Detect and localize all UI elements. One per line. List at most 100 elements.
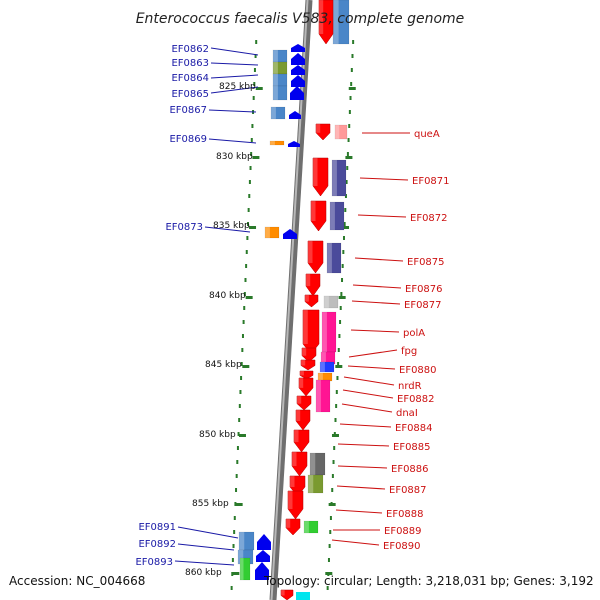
- outer-tick-mark: [342, 226, 350, 229]
- tick-label-860: 860 kbp: [185, 568, 222, 578]
- gene-label-ef0864[interactable]: EF0864: [171, 73, 209, 84]
- gene-label-ef0893[interactable]: EF0893: [135, 557, 173, 568]
- inner-guide-dot: [243, 292, 246, 296]
- gene-block-ef0873-shade: [265, 227, 270, 238]
- gene-label-fpg[interactable]: fpg: [401, 346, 417, 357]
- right-leader-line: [357, 214, 407, 218]
- outer-guide-dot: [326, 586, 329, 590]
- gene-block-ef0886-shade: [310, 453, 316, 475]
- gene-block-ef0869: [269, 140, 285, 146]
- outer-tick-mark: [345, 156, 353, 159]
- outer-guide-dot: [343, 222, 346, 226]
- tick-label-835: 835 kbp: [213, 221, 250, 231]
- gene-label-ef0867[interactable]: EF0867: [169, 105, 207, 116]
- inner-guide-dot: [231, 558, 234, 562]
- gene-label-ef0877[interactable]: EF0877: [404, 300, 442, 311]
- inner-guide-dot: [248, 194, 251, 198]
- inner-guide-dot: [250, 152, 253, 156]
- forward-gene-arrow: [299, 370, 314, 380]
- gene-label-quea[interactable]: queA: [414, 129, 440, 140]
- forward-gene-arrow: [310, 200, 327, 232]
- right-leader-line: [347, 365, 396, 370]
- outer-guide-dot: [352, 40, 355, 44]
- right-leader-line: [351, 300, 401, 305]
- forward-gene-arrow: [295, 409, 311, 431]
- inner-guide-dot: [238, 418, 241, 422]
- forward-gene-arrow: [287, 490, 304, 520]
- tick-mark: [238, 434, 246, 437]
- gene-label-pola[interactable]: polA: [403, 328, 425, 339]
- gene-block-ef0887: [307, 474, 324, 494]
- gene-label-ef0884[interactable]: EF0884: [395, 423, 433, 434]
- gene-label-nrdr[interactable]: nrdR: [398, 381, 422, 392]
- inner-guide-dot: [240, 362, 243, 366]
- inner-guide-dot: [252, 96, 255, 100]
- gene-label-ef0875[interactable]: EF0875: [407, 257, 445, 268]
- outer-guide-dot: [346, 152, 349, 156]
- outer-guide-dot: [339, 306, 342, 310]
- right-leader-line: [331, 539, 380, 546]
- forward-gene-arrow-shade: [290, 476, 295, 487]
- gene-label-ef0889[interactable]: EF0889: [384, 526, 422, 537]
- gene-label-ef0891[interactable]: EF0891: [138, 522, 176, 533]
- forward-gene-arrow-shade: [302, 348, 307, 356]
- inner-guide-dot: [253, 68, 256, 72]
- gene-block-ef0880-shade: [320, 362, 325, 372]
- inner-guide-dot: [247, 222, 250, 226]
- gene-block-ef0882: [315, 379, 331, 413]
- tick-mark: [252, 156, 260, 159]
- gene-block-ef0882-shade: [316, 380, 321, 412]
- inner-guide-dot: [242, 320, 245, 324]
- outer-tick-mark: [348, 87, 356, 90]
- forward-gene-arrow: [296, 395, 312, 411]
- forward-gene-arrow: [315, 123, 331, 141]
- reverse-gene-arrow: [257, 534, 271, 550]
- gene-label-ef0863[interactable]: EF0863: [171, 58, 209, 69]
- outer-guide-dot: [336, 376, 339, 380]
- forward-gene-arrow: [280, 589, 294, 600]
- gene-block-ef0877-shade: [324, 296, 329, 308]
- gene-label-ef0882[interactable]: EF0882: [397, 394, 435, 405]
- gene-label-dnai[interactable]: dnaI: [396, 408, 418, 419]
- reverse-gene-arrow: [291, 53, 305, 65]
- outer-guide-dot: [348, 124, 351, 128]
- right-gene-labels: queA EF0871 EF0872 EF0875 EF0876 EF0877 …: [383, 129, 450, 552]
- gene-label-ef0869[interactable]: EF0869: [169, 134, 207, 145]
- outer-guide-dot: [327, 558, 330, 562]
- outer-guide-dot: [348, 110, 351, 114]
- forward-gene-arrow: [305, 273, 321, 297]
- gene-label-ef0885[interactable]: EF0885: [393, 442, 431, 453]
- accession-text: Accession: NC_004668: [9, 574, 146, 588]
- outer-guide-dot: [349, 96, 352, 100]
- outer-tick-mark: [338, 296, 346, 299]
- gene-label-ef0862[interactable]: EF0862: [171, 44, 209, 55]
- gene-label-ef0888[interactable]: EF0888: [386, 509, 424, 520]
- gene-label-ef0865[interactable]: EF0865: [171, 89, 209, 100]
- forward-gene-arrow-shade: [316, 124, 321, 133]
- gene-label-ef0890[interactable]: EF0890: [383, 541, 421, 552]
- left-leader-line: [177, 543, 235, 551]
- right-leader-line: [359, 177, 409, 181]
- forward-gene-arrow: [318, 0, 334, 45]
- gene-label-ef0886[interactable]: EF0886: [391, 464, 429, 475]
- reverse-gene-arrow: [291, 75, 305, 87]
- reverse-gene-arrow: [289, 111, 301, 119]
- gene-label-ef0876[interactable]: EF0876: [405, 284, 443, 295]
- gene-label-ef0887[interactable]: EF0887: [389, 485, 427, 496]
- forward-gene-arrow-shade: [311, 201, 316, 221]
- gene-label-ef0880[interactable]: EF0880: [399, 365, 437, 376]
- forward-gene-arrow: [301, 347, 317, 363]
- gene-label-ef0872[interactable]: EF0872: [410, 213, 448, 224]
- outer-guide-dot: [331, 488, 334, 492]
- forward-gene-arrow-shade: [306, 274, 311, 287]
- gene-block-ef0864-shade: [273, 74, 278, 86]
- left-leader-line: [210, 47, 259, 56]
- gene-label-ef0892[interactable]: EF0892: [138, 539, 176, 550]
- gene-label-ef0871[interactable]: EF0871: [412, 176, 450, 187]
- outer-guide-dot: [350, 68, 353, 72]
- gene-label-ef0873[interactable]: EF0873: [165, 222, 203, 233]
- outer-guide-dot: [333, 446, 336, 450]
- gene-block-ef0869-shade: [270, 141, 275, 145]
- inner-guide-dot: [234, 502, 237, 506]
- gene-block-ef0889: [303, 520, 319, 534]
